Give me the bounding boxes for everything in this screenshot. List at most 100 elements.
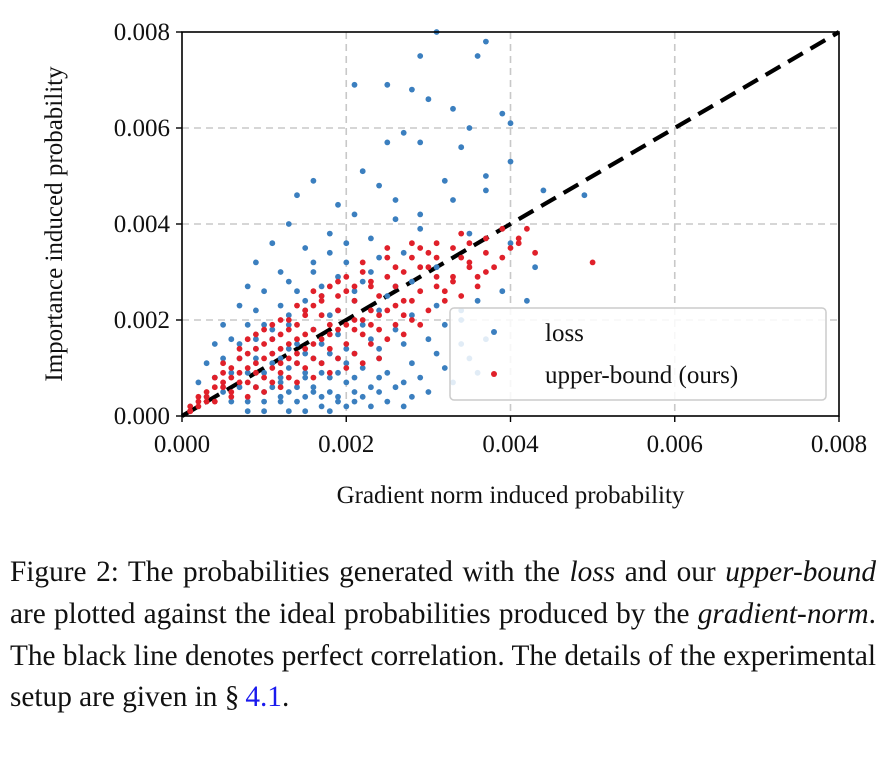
upper-bound-point — [203, 393, 210, 400]
upper-bound-point — [269, 321, 276, 328]
upper-bound-point — [433, 254, 440, 261]
loss-point — [368, 403, 374, 410]
loss-point — [343, 240, 350, 247]
upper-bound-point — [285, 326, 292, 333]
upper-bound-point — [261, 355, 267, 362]
loss-point — [368, 235, 374, 242]
scatter-figure: 0.000 0.002 0.004 0.006 0.008 0.000 0.002 0.004… — [41, 19, 867, 509]
upper-bound-point — [359, 269, 366, 275]
upper-bound-point — [244, 336, 251, 343]
reference-line-layer — [180, 30, 841, 418]
loss-point — [294, 288, 300, 295]
loss-point — [335, 331, 341, 338]
loss-point — [244, 321, 251, 328]
y-tick-label: 0.008 — [114, 19, 170, 46]
upper-bound-point — [228, 374, 235, 381]
y-axis-label: Importance induced probability — [41, 66, 68, 382]
upper-bound-point — [335, 307, 341, 314]
upper-bound-point — [187, 408, 194, 415]
legend-marker-loss — [491, 329, 497, 335]
loss-point — [326, 389, 333, 395]
loss-point — [228, 398, 235, 405]
loss-point — [302, 369, 309, 376]
axis-ticks: 0.000 0.002 0.004 0.006 0.008 0.000 0.002 0.004… — [114, 19, 867, 458]
loss-point — [285, 389, 292, 395]
upper-bound-point — [195, 403, 202, 410]
upper-bound-point — [359, 317, 366, 323]
upper-bound-point — [343, 273, 350, 280]
upper-bound-point — [335, 278, 341, 285]
legend-marker-upper-bound — [491, 371, 497, 377]
loss-point — [277, 379, 284, 386]
loss-point — [318, 403, 325, 410]
loss-point — [409, 86, 415, 93]
upper-bound-point — [302, 331, 309, 338]
upper-bound-point — [277, 317, 284, 323]
loss-point — [392, 197, 399, 203]
upper-bound-point — [261, 341, 267, 347]
loss-point — [409, 278, 415, 285]
section-symbol: § — [224, 681, 240, 714]
loss-point — [310, 384, 317, 391]
legend: loss upper-bound (ours) — [449, 307, 827, 401]
upper-bound-point — [220, 360, 227, 367]
loss-point — [425, 389, 432, 395]
loss-point — [417, 225, 424, 232]
loss-point — [253, 259, 259, 266]
loss-point — [458, 144, 465, 151]
loss-point — [400, 379, 407, 386]
upper-bound-point — [351, 283, 358, 290]
upper-bound-point — [187, 403, 194, 410]
loss-point — [433, 264, 440, 271]
loss-point — [417, 139, 424, 146]
loss-point — [351, 374, 358, 381]
upper-bound-point — [433, 273, 440, 280]
upper-bound-point — [351, 297, 358, 304]
loss-point — [483, 38, 489, 45]
upper-bound-point — [285, 317, 292, 323]
loss-point — [253, 307, 259, 314]
upper-bound-point — [343, 288, 350, 295]
upper-bound-point — [318, 297, 325, 304]
upper-bound-point — [310, 355, 317, 362]
loss-point — [244, 408, 251, 415]
loss-point — [294, 384, 300, 391]
caption-text: . — [281, 681, 290, 714]
loss-point — [343, 360, 350, 367]
upper-bound-point — [384, 336, 391, 343]
upper-bound-point — [269, 336, 276, 343]
loss-point — [351, 288, 358, 295]
upper-bound-point — [515, 235, 522, 242]
upper-bound-point — [433, 240, 440, 247]
loss-point — [253, 355, 259, 362]
upper-bound-point — [384, 254, 391, 261]
loss-point — [376, 254, 382, 261]
upper-bound-point — [483, 235, 489, 242]
loss-point — [376, 182, 382, 189]
upper-bound-point — [302, 345, 309, 352]
upper-bound-point — [483, 269, 489, 275]
upper-bound-point — [450, 273, 456, 280]
loss-point — [236, 302, 243, 309]
loss-point — [351, 389, 358, 395]
loss-point — [581, 192, 588, 199]
loss-point — [244, 369, 251, 376]
upper-bound-point — [384, 245, 391, 251]
upper-bound-point — [253, 360, 259, 367]
upper-bound-point — [474, 273, 481, 280]
upper-bound-point — [211, 384, 218, 391]
upper-bound-point — [433, 283, 440, 290]
loss-point — [277, 374, 284, 381]
loss-point — [285, 221, 292, 227]
y-tick-label: 0.004 — [114, 211, 171, 238]
upper-bound-point — [351, 317, 358, 323]
upper-bound-point — [228, 389, 235, 395]
upper-bound-point — [310, 288, 317, 295]
upper-bound-point — [376, 326, 382, 333]
loss-point — [294, 341, 300, 347]
upper-bound-point — [376, 355, 382, 362]
upper-bound-point — [425, 264, 432, 271]
upper-bound-point — [326, 283, 333, 290]
section-reference-link[interactable]: 4.1 — [245, 681, 282, 714]
upper-bound-point — [310, 374, 317, 381]
